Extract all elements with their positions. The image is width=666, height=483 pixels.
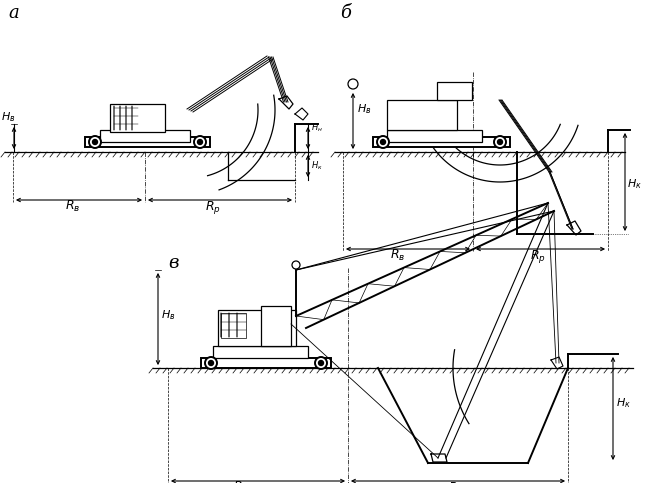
Text: $R_в$: $R_в$ xyxy=(233,480,248,483)
Text: $H_в$: $H_в$ xyxy=(1,110,15,124)
Bar xyxy=(373,137,510,147)
Text: $H_в$: $H_в$ xyxy=(161,308,176,322)
Circle shape xyxy=(377,136,389,148)
Circle shape xyxy=(348,79,358,89)
Circle shape xyxy=(318,360,324,366)
Bar xyxy=(110,104,165,132)
Circle shape xyxy=(89,136,101,148)
Circle shape xyxy=(208,360,214,366)
Bar xyxy=(100,130,190,142)
Circle shape xyxy=(494,136,506,148)
Bar xyxy=(85,137,210,147)
Circle shape xyxy=(198,140,202,144)
Circle shape xyxy=(498,140,503,144)
Bar xyxy=(213,346,308,358)
Text: $H_к$: $H_к$ xyxy=(616,396,631,410)
Circle shape xyxy=(93,140,97,144)
Text: $R_в$: $R_в$ xyxy=(65,199,81,214)
Bar xyxy=(221,313,246,338)
Text: а: а xyxy=(8,4,19,22)
Circle shape xyxy=(292,261,300,269)
Bar xyxy=(387,130,482,142)
Bar xyxy=(218,310,296,346)
Text: в: в xyxy=(168,254,178,272)
Text: $R_р$: $R_р$ xyxy=(448,480,464,483)
Circle shape xyxy=(194,136,206,148)
Text: $R_в$: $R_в$ xyxy=(390,248,406,263)
Circle shape xyxy=(205,357,217,369)
Bar xyxy=(437,82,472,100)
Circle shape xyxy=(380,140,386,144)
Bar xyxy=(261,306,291,346)
Text: $H_к$: $H_к$ xyxy=(311,159,323,171)
Text: $R_р$: $R_р$ xyxy=(530,248,546,265)
Text: б: б xyxy=(340,4,351,22)
Text: $H_к$: $H_к$ xyxy=(627,177,642,191)
Circle shape xyxy=(315,357,327,369)
Bar xyxy=(387,100,457,130)
Text: $R_р$: $R_р$ xyxy=(205,199,221,216)
Text: $H_в$: $H_в$ xyxy=(357,102,372,116)
Bar xyxy=(201,358,331,368)
Text: $H_н$: $H_н$ xyxy=(311,121,323,133)
